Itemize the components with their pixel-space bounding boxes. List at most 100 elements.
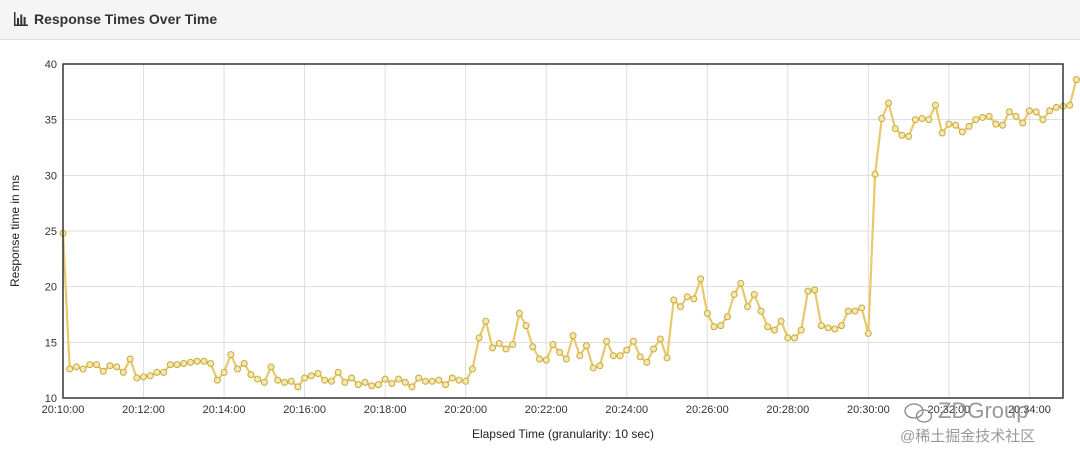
data-point[interactable] (569, 332, 577, 340)
data-point[interactable] (656, 335, 664, 343)
data-point[interactable] (153, 368, 161, 376)
data-point[interactable] (468, 365, 476, 373)
data-point[interactable] (824, 324, 832, 332)
data-point[interactable] (415, 374, 423, 382)
data-point[interactable] (791, 334, 799, 342)
data-point[interactable] (911, 116, 919, 124)
data-point[interactable] (260, 378, 268, 386)
data-point[interactable] (851, 307, 859, 315)
data-point[interactable] (797, 326, 805, 334)
data-point[interactable] (187, 358, 195, 366)
data-point[interactable] (482, 317, 490, 325)
data-point[interactable] (381, 375, 389, 383)
data-point[interactable] (992, 120, 1000, 128)
data-point[interactable] (86, 361, 94, 369)
data-point[interactable] (509, 341, 517, 349)
data-point[interactable] (99, 367, 107, 375)
data-point[interactable] (140, 373, 148, 381)
data-point[interactable] (589, 364, 597, 372)
data-point[interactable] (737, 279, 745, 287)
data-point[interactable] (301, 374, 309, 382)
data-point[interactable] (811, 286, 819, 294)
data-point[interactable] (213, 376, 221, 384)
data-point[interactable] (972, 116, 980, 124)
data-point[interactable] (784, 334, 792, 342)
data-point[interactable] (676, 303, 684, 311)
data-point[interactable] (495, 339, 503, 347)
data-point[interactable] (1005, 108, 1013, 116)
data-point[interactable] (723, 313, 731, 321)
data-point[interactable] (489, 344, 497, 352)
data-point[interactable] (878, 115, 886, 123)
data-point[interactable] (582, 342, 590, 350)
data-point[interactable] (1066, 101, 1074, 109)
data-point[interactable] (871, 170, 879, 178)
data-point[interactable] (864, 329, 872, 337)
data-point[interactable] (314, 370, 322, 378)
data-point[interactable] (965, 122, 973, 130)
data-point[interactable] (844, 307, 852, 315)
data-point[interactable] (710, 323, 718, 331)
data-point[interactable] (146, 372, 154, 380)
data-point[interactable] (536, 355, 544, 363)
data-point[interactable] (93, 361, 101, 369)
data-point[interactable] (1019, 119, 1027, 127)
data-point[interactable] (858, 304, 866, 312)
data-point[interactable] (817, 322, 825, 330)
data-point[interactable] (280, 378, 288, 386)
data-point[interactable] (1052, 103, 1060, 111)
data-point[interactable] (462, 377, 470, 385)
data-point[interactable] (616, 352, 624, 360)
data-point[interactable] (952, 121, 960, 129)
data-point[interactable] (636, 353, 644, 361)
data-point[interactable] (428, 377, 436, 385)
data-point[interactable] (757, 307, 765, 315)
data-point[interactable] (770, 326, 778, 334)
data-point[interactable] (945, 120, 953, 128)
data-point[interactable] (703, 309, 711, 317)
data-point[interactable] (1025, 107, 1033, 115)
data-point[interactable] (958, 128, 966, 136)
data-point[interactable] (240, 359, 248, 367)
data-point[interactable] (1012, 112, 1020, 120)
data-point[interactable] (247, 371, 255, 379)
data-point[interactable] (193, 357, 201, 365)
data-point[interactable] (777, 317, 785, 325)
data-point[interactable] (408, 383, 416, 391)
data-point[interactable] (368, 382, 376, 390)
data-point[interactable] (663, 354, 671, 362)
data-point[interactable] (66, 365, 74, 373)
data-point[interactable] (166, 361, 174, 369)
data-point[interactable] (220, 368, 228, 376)
data-point[interactable] (670, 296, 678, 304)
data-point[interactable] (1046, 107, 1054, 115)
data-point[interactable] (999, 121, 1007, 129)
data-point[interactable] (361, 378, 369, 386)
data-point[interactable] (643, 358, 651, 366)
data-point[interactable] (978, 113, 986, 121)
data-point[interactable] (891, 125, 899, 133)
data-point[interactable] (395, 375, 403, 383)
data-point[interactable] (254, 375, 262, 383)
data-point[interactable] (576, 352, 584, 360)
data-point[interactable] (227, 351, 235, 359)
data-point[interactable] (294, 383, 302, 391)
data-point[interactable] (106, 362, 114, 370)
data-point[interactable] (119, 368, 127, 376)
data-point[interactable] (72, 363, 80, 371)
data-point[interactable] (898, 131, 906, 139)
data-point[interactable] (287, 377, 295, 385)
data-point[interactable] (267, 363, 275, 371)
data-point[interactable] (515, 309, 523, 317)
data-point[interactable] (113, 363, 121, 371)
data-point[interactable] (160, 368, 168, 376)
data-point[interactable] (683, 293, 691, 301)
data-point[interactable] (938, 129, 946, 137)
data-point[interactable] (730, 290, 738, 298)
data-point[interactable] (744, 303, 752, 311)
data-point[interactable] (650, 345, 658, 353)
data-point[interactable] (502, 345, 510, 353)
data-point[interactable] (697, 275, 705, 283)
data-point[interactable] (690, 295, 698, 303)
data-point[interactable] (925, 116, 933, 124)
